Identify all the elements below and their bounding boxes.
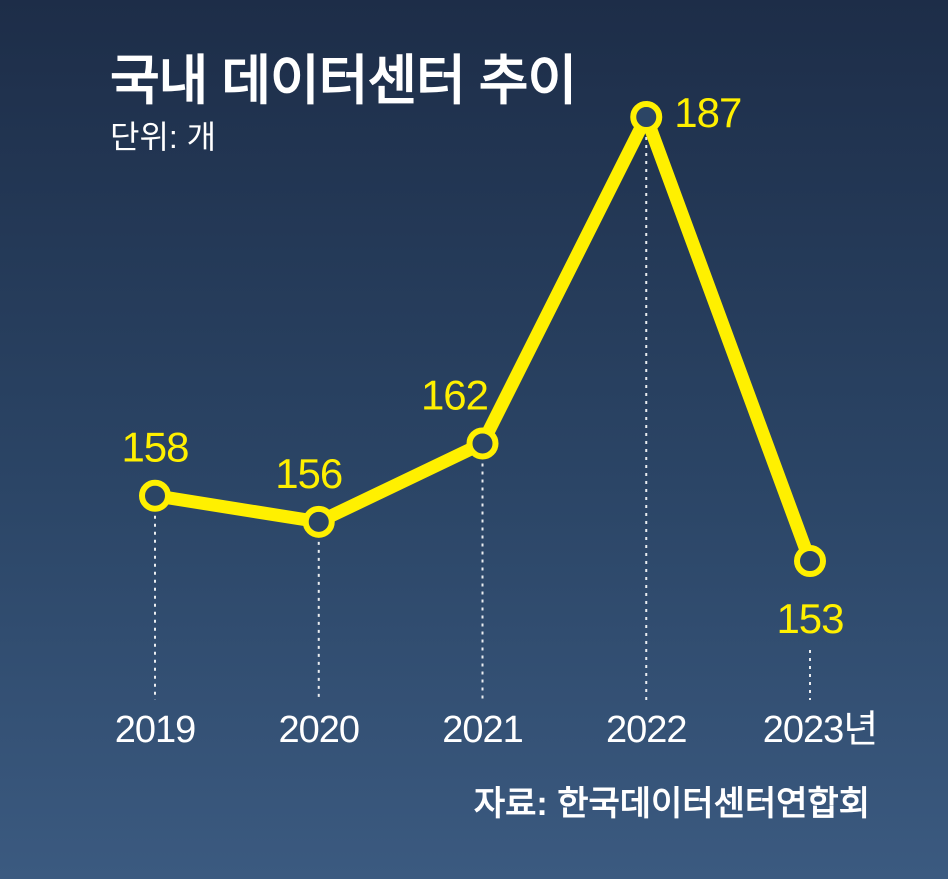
source-note: 자료: 한국데이터센터연합회	[473, 785, 870, 823]
data-label-2021: 162	[421, 371, 488, 418]
x-tick-label-2020: 2020	[278, 709, 359, 751]
x-axis-tick-labels: 2019 2020 2021 2022 2023년	[115, 709, 879, 751]
point-marker-2022	[630, 101, 663, 133]
series-line	[148, 100, 817, 568]
data-label-2020: 156	[275, 450, 342, 497]
point-marker-2020	[302, 505, 335, 538]
x-tick-label-2023년: 2023년	[763, 709, 878, 751]
x-tick-label-2022: 2022	[606, 709, 687, 751]
series-line-group	[148, 100, 817, 568]
chart-unit: 단위: 개	[110, 119, 217, 155]
point-marker-2021	[466, 427, 499, 460]
point-marker-2019	[139, 479, 171, 512]
x-tick-label-2019: 2019	[115, 709, 196, 751]
data-label-2019: 158	[121, 424, 188, 471]
chart-title: 국내 데이터센터 추이	[110, 51, 577, 111]
point-markers	[139, 101, 826, 577]
x-tick-label-2021: 2021	[442, 709, 523, 751]
point-marker-2023년	[794, 545, 826, 577]
data-labels: 158 156 162 187 153	[121, 89, 844, 642]
data-label-2022: 187	[674, 89, 741, 136]
data-label-2023년: 153	[776, 595, 843, 642]
guide-lines	[154, 137, 811, 700]
